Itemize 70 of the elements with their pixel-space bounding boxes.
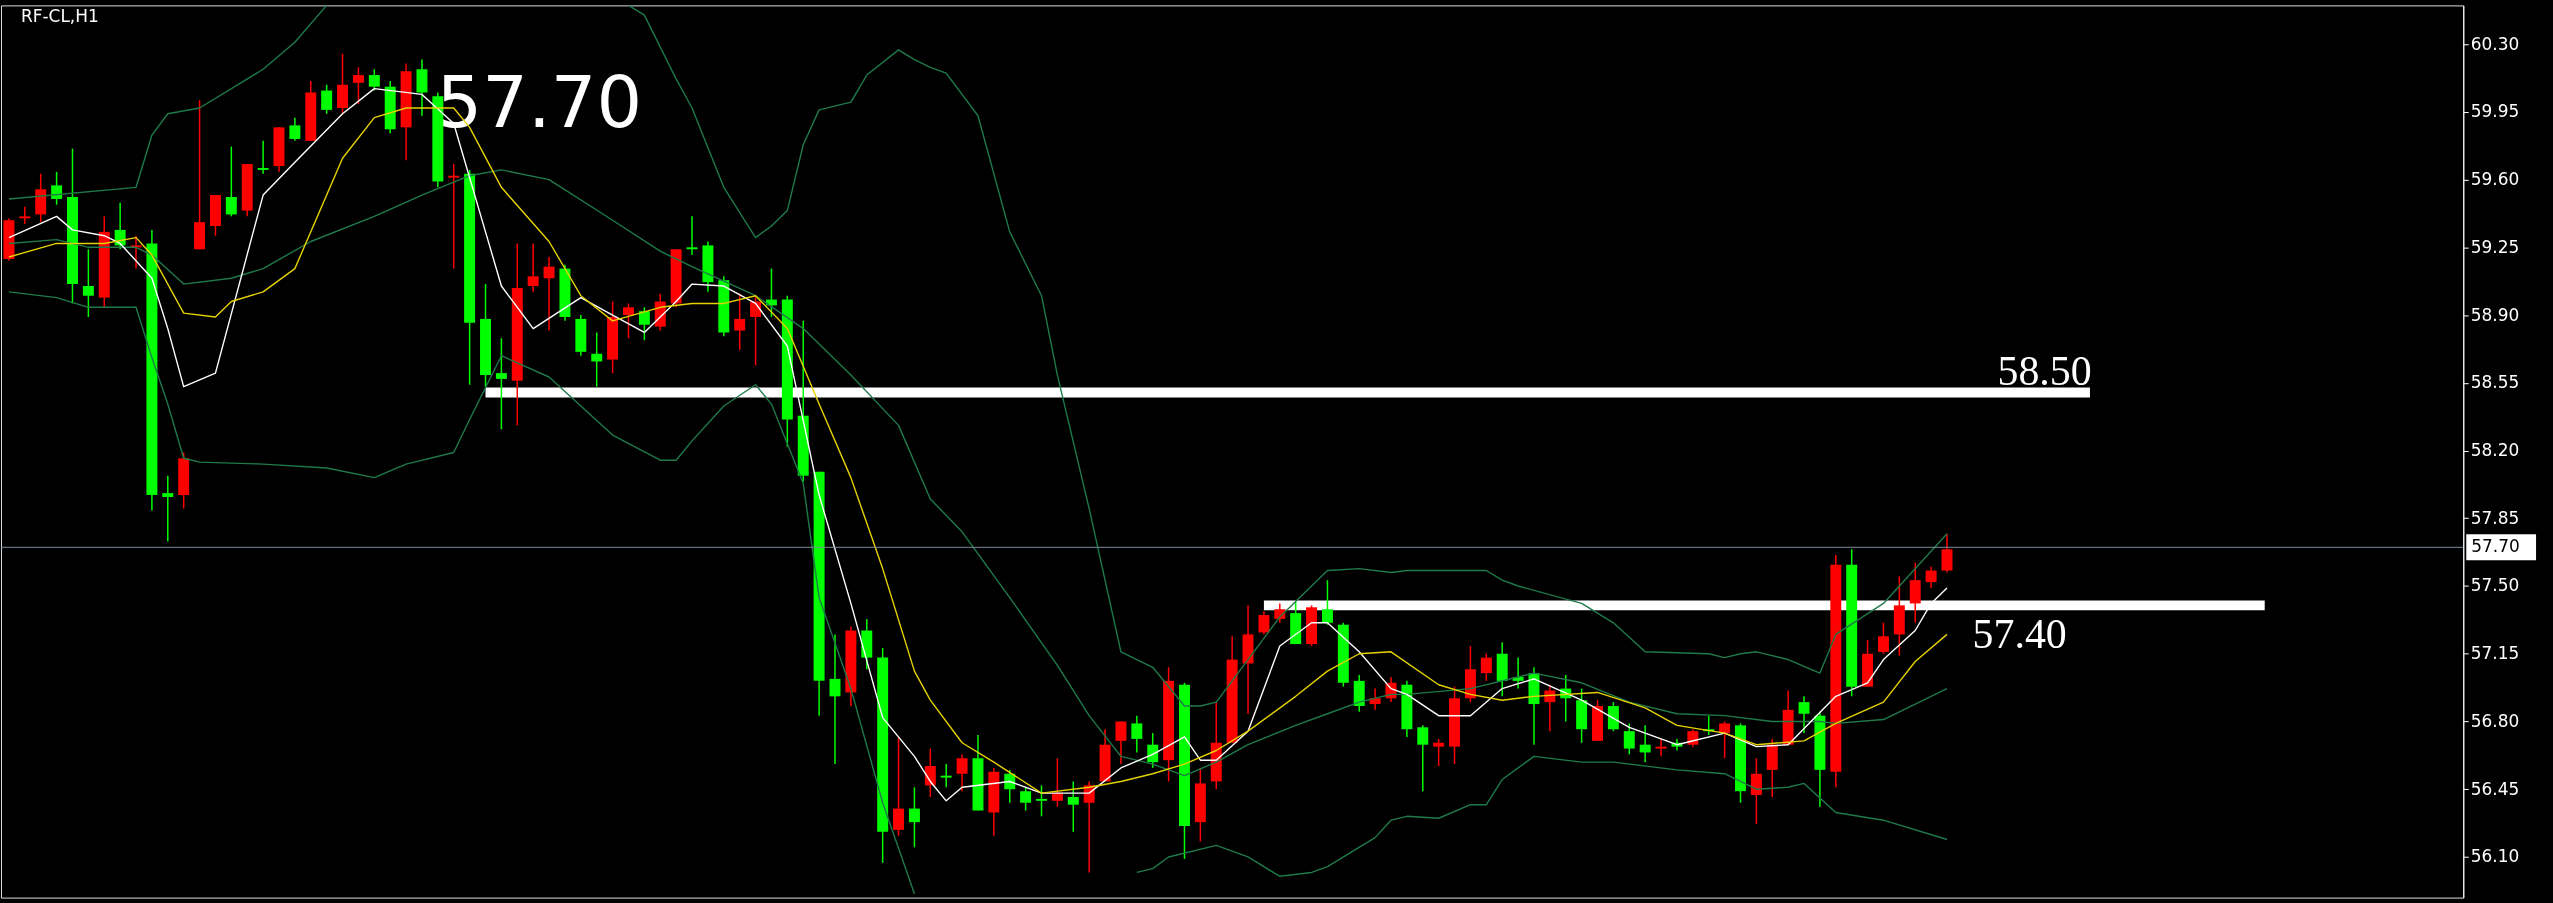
candlestick [543, 256, 555, 332]
candlestick [1020, 786, 1032, 812]
candlestick [893, 736, 905, 837]
candlestick [1941, 533, 1953, 574]
candlestick [1115, 720, 1127, 765]
candlestick [1274, 602, 1286, 624]
candlestick [352, 66, 364, 105]
candlestick [416, 58, 428, 117]
candlestick [257, 140, 269, 175]
candlestick [368, 68, 380, 92]
y-tick-label: 59.60 [2470, 169, 2520, 190]
candlestick [1623, 722, 1635, 756]
candlestick [1433, 738, 1445, 767]
candlestick [1719, 720, 1731, 760]
chart-title: RF-CL,H1 [20, 6, 99, 27]
candlestick [289, 116, 301, 142]
candlestick [908, 786, 920, 849]
line-series [8, 5, 328, 200]
candlestick [82, 248, 94, 318]
candlestick [448, 163, 460, 270]
line-series [1136, 755, 1948, 878]
candlestick [225, 145, 237, 218]
candlestick [686, 215, 698, 256]
candlestick [130, 234, 142, 270]
line-series [8, 291, 916, 895]
candlestick [1051, 757, 1063, 808]
annotation: 57.70 [436, 60, 643, 145]
y-tick-label: 58.90 [2470, 304, 2520, 325]
candlestick [638, 306, 650, 341]
candlestick [1925, 565, 1937, 589]
candlestick [162, 474, 174, 543]
candlestick [940, 763, 952, 789]
candlestick [1067, 780, 1079, 833]
candlestick [956, 753, 968, 792]
y-tick-label: 57.50 [2470, 575, 2520, 596]
candlestick [623, 302, 634, 340]
y-tick-label: 56.10 [2470, 846, 2520, 867]
y-tick-label: 58.55 [2470, 372, 2520, 393]
candlestick [19, 205, 31, 225]
candlestick [1131, 714, 1143, 754]
candlestick [734, 293, 746, 351]
candlestick [51, 171, 63, 206]
ref-line-label: 57.70 [2471, 536, 2520, 557]
candlestick [1750, 757, 1762, 825]
candlestick [1655, 738, 1667, 758]
candlestick [527, 242, 539, 293]
y-tick-label: 58.20 [2470, 440, 2520, 461]
candlestick [1321, 579, 1333, 626]
annotation: 57.40 [1972, 611, 2067, 658]
annotation: 58.50 [1997, 348, 2092, 395]
candlestick [591, 331, 603, 388]
candlestick [1036, 784, 1047, 818]
y-tick-label: 59.95 [2470, 101, 2520, 122]
candlestick [1607, 701, 1619, 732]
y-tick-label: 56.45 [2470, 778, 2520, 799]
y-tick-label: 57.85 [2470, 507, 2520, 528]
candlestick [1639, 724, 1651, 763]
candlestick [337, 53, 349, 115]
y-tick-label: 59.25 [2470, 236, 2520, 257]
candlestick [1909, 562, 1921, 624]
candlestick [495, 337, 507, 430]
candlestick [1480, 653, 1492, 682]
candlestick [1798, 695, 1810, 734]
candlestick [1258, 610, 1270, 636]
candlestick [321, 84, 333, 115]
y-tick-label: 60.30 [2470, 33, 2520, 54]
y-tick-label: 56.80 [2470, 710, 2520, 731]
candlestick [1417, 724, 1429, 792]
y-tick-label: 57.15 [2470, 643, 2520, 664]
candlestick [1877, 622, 1889, 655]
